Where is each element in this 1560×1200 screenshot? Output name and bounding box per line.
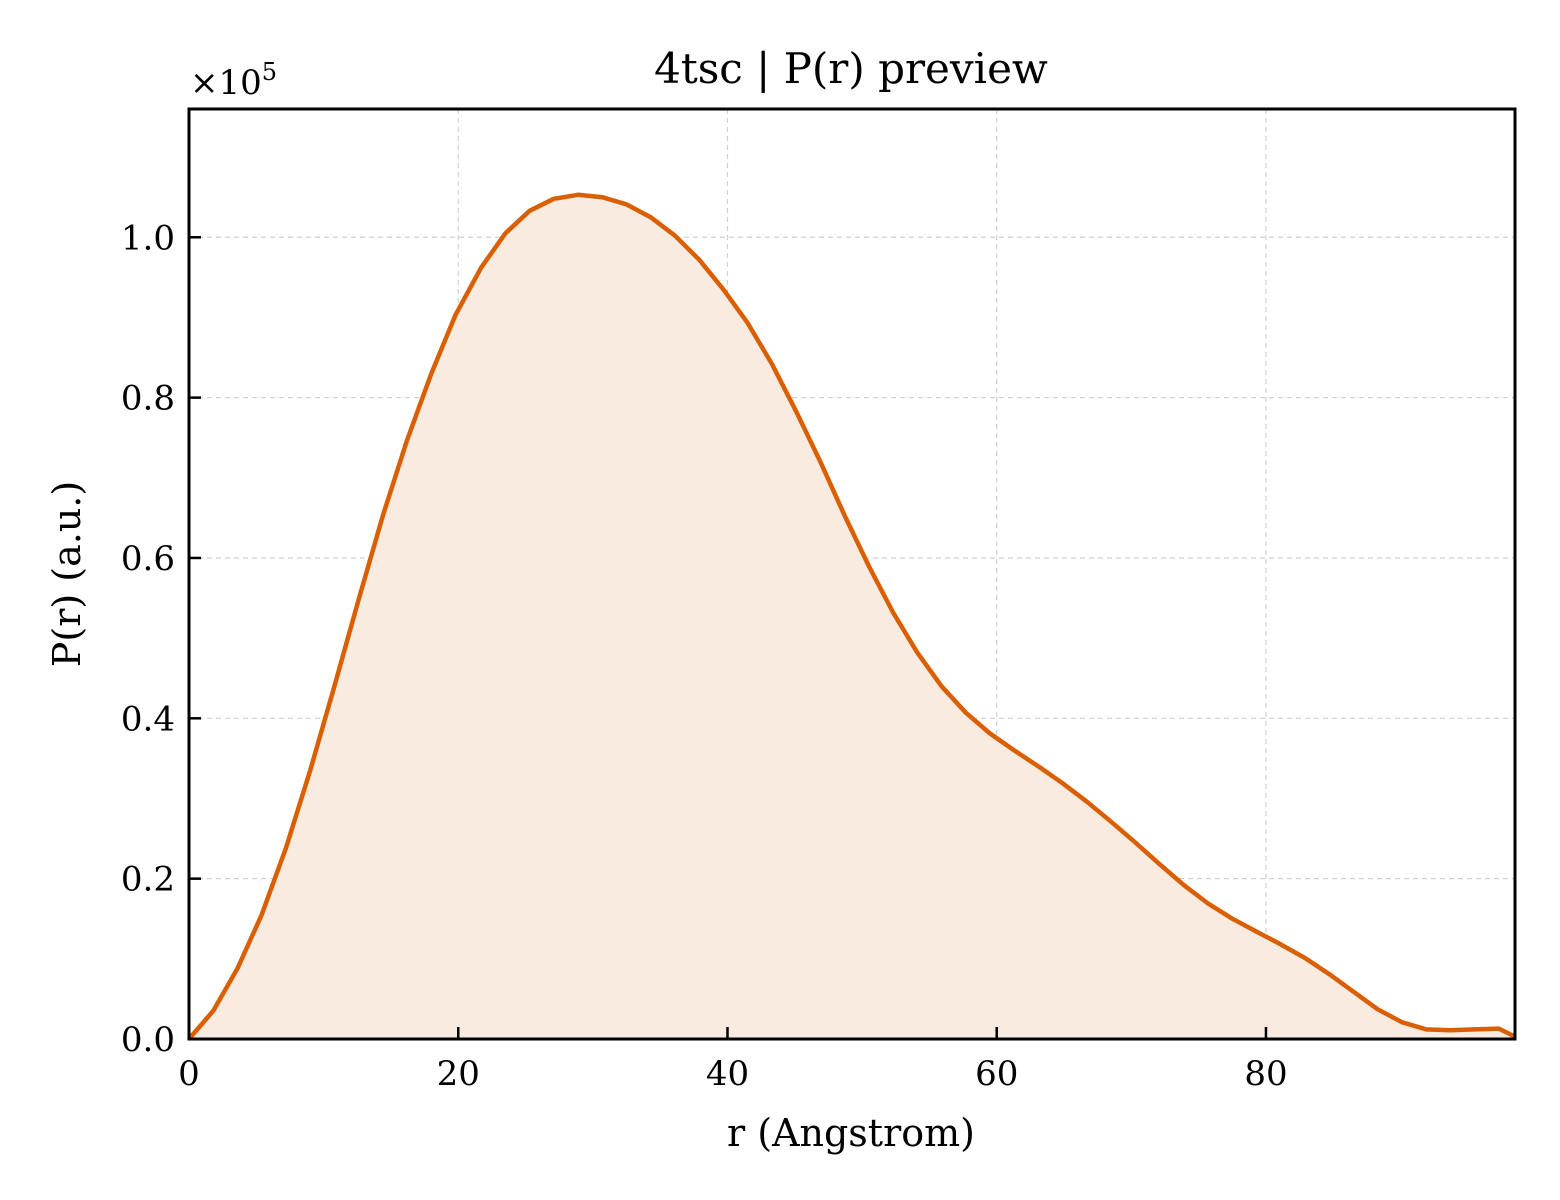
x-tick-label: 20 [437,1054,480,1094]
y-tick-label: 0.6 [121,539,175,579]
y-tick-label: 0.4 [121,699,175,739]
y-axis-label: P(r) (a.u.) [45,481,89,667]
tick-labels: 0 20 40 60 80 0.0 0.2 0.4 0.6 0.8 1.0 [121,218,1288,1094]
area-fill [189,194,1515,1040]
y-multiplier-label: ×105 [190,58,277,103]
series-line [187,192,1516,1041]
y-tick-label: 0.0 [121,1020,175,1060]
x-axis-label: r (Angstrom) [727,1111,975,1155]
chart-title: 4tsc | P(r) preview [654,44,1048,93]
y-tick-label: 0.2 [121,860,175,900]
x-tick-label: 60 [975,1054,1018,1094]
x-tick-label: 40 [706,1054,749,1094]
plot-frame [187,107,1517,1041]
y-tick-label: 0.8 [121,379,175,419]
x-tick-label: 80 [1244,1054,1287,1094]
y-tick-label: 1.0 [121,218,175,258]
x-tick-label: 0 [178,1054,200,1094]
